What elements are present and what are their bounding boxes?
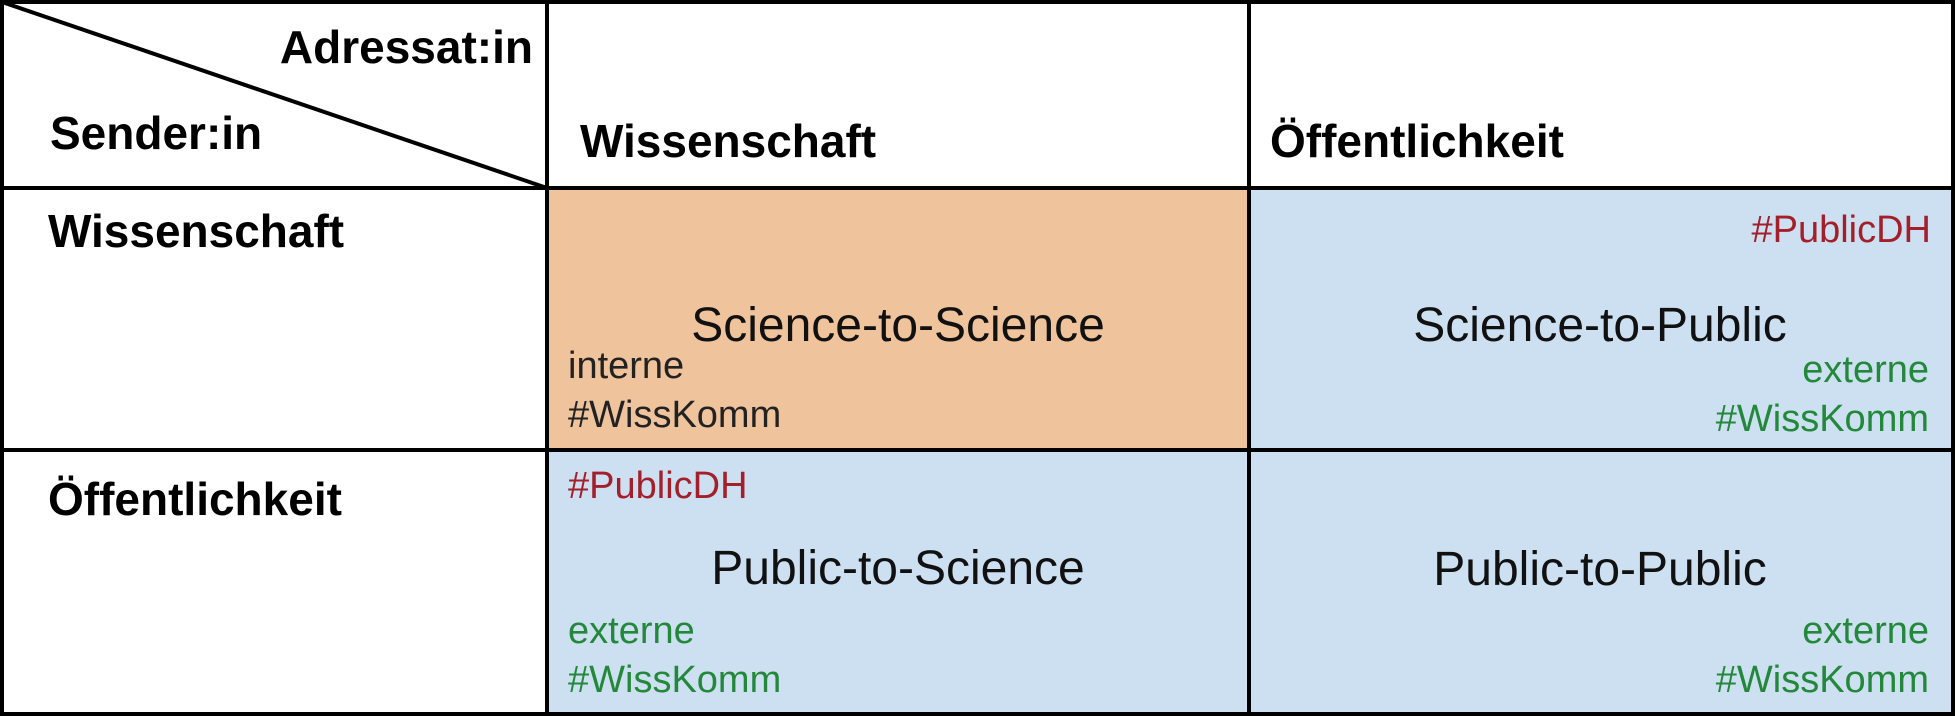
hashtag-publicdh: #PublicDH xyxy=(568,465,748,507)
cell-science-to-science xyxy=(547,188,1249,450)
column-divider-1 xyxy=(545,0,549,716)
tag-externe: externe xyxy=(1802,610,1929,652)
border-top xyxy=(0,0,1955,4)
border-left xyxy=(0,0,4,716)
cell-title-public-to-public: Public-to-Public xyxy=(1433,543,1767,596)
cell-title-public-to-science: Public-to-Science xyxy=(711,542,1085,595)
tag-externe: externe xyxy=(568,610,695,652)
column-divider-2 xyxy=(1247,0,1251,716)
hashtag-publicdh: #PublicDH xyxy=(1751,209,1931,251)
tag-wisskomm: #WissKomm xyxy=(568,394,782,436)
corner-diagonal xyxy=(1,0,548,190)
corner-label-sender: Sender:in xyxy=(50,107,263,159)
tag-interne: interne xyxy=(568,345,685,387)
header-divider xyxy=(0,186,1955,190)
cell-title-science-to-science: Science-to-Science xyxy=(691,299,1105,352)
cell-science-to-public xyxy=(1249,188,1952,450)
border-bottom xyxy=(0,712,1955,716)
corner-label-adressat: Adressat:in xyxy=(279,21,533,73)
tag-wisskomm: #WissKomm xyxy=(1715,659,1929,701)
column-header-oeffentlichkeit: Öffentlichkeit xyxy=(1270,115,1564,167)
tag-wisskomm: #WissKomm xyxy=(1715,398,1929,440)
row-divider xyxy=(0,448,1955,452)
column-header-wissenschaft: Wissenschaft xyxy=(580,115,877,167)
row-header-oeffentlichkeit: Öffentlichkeit xyxy=(48,473,342,525)
cell-public-to-science xyxy=(547,450,1249,713)
tag-externe: externe xyxy=(1802,349,1929,391)
cell-title-science-to-public: Science-to-Public xyxy=(1413,299,1787,352)
tag-wisskomm: #WissKomm xyxy=(568,659,782,701)
border-right xyxy=(1951,0,1955,716)
cell-public-to-public xyxy=(1249,450,1952,713)
row-header-wissenschaft: Wissenschaft xyxy=(48,205,345,257)
